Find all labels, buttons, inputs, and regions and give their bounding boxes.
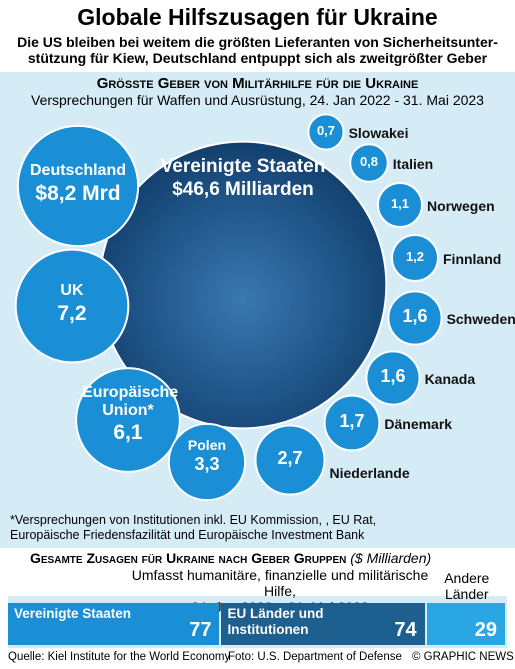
category-label: Europäische Union* <box>82 384 179 419</box>
bar-segment <box>8 603 220 645</box>
bubble <box>387 290 443 346</box>
bubble <box>167 422 247 502</box>
category-label: Slowakei <box>348 125 409 141</box>
credit: © GRAPHIC NEWS <box>412 651 514 663</box>
bubble-label: Europäische Union* 6,1 <box>76 384 180 444</box>
category-label: Vereinigte Staaten <box>160 156 326 177</box>
value-label: 3,3 <box>194 454 220 475</box>
bar-value: 74 <box>394 619 417 641</box>
value-label: 1,6 <box>402 306 428 326</box>
bubble <box>307 113 345 151</box>
bar-segment <box>426 603 505 645</box>
bubble <box>349 143 389 183</box>
value-label: 0,7 <box>316 123 336 138</box>
bubble <box>376 181 424 229</box>
page-subtitle: Die US bleiben bei weitem die größten Li… <box>0 34 515 66</box>
value-label: 7,2 <box>57 301 87 325</box>
bubble <box>365 350 421 406</box>
legend-label: EU Länder und Institutionen <box>227 606 324 637</box>
category-label: Italien <box>392 156 434 172</box>
subtitle-line: stützung für Kiew, Deutschland entpuppt … <box>27 50 488 66</box>
value-label: 0,8 <box>359 154 379 169</box>
subtitle-line: Die US bleiben bei weitem die größten Li… <box>17 34 498 50</box>
bubble-label: Deutschland $8,2 Mrd <box>18 162 138 205</box>
legend-label: Andere Länder <box>444 570 490 602</box>
value-label: 6,1 <box>113 421 143 445</box>
bubble-label: Vereinigte Staaten $46,6 Milliarden <box>100 156 387 201</box>
category-label: Norwegen <box>427 198 495 214</box>
bar-title: Gesamte Zusagen für Ukraine nach Geber G… <box>30 550 347 566</box>
bubble-label: UK 7,2 <box>16 282 129 325</box>
section-subtitle: Versprechungen für Waffen und Ausrüstung… <box>31 92 484 108</box>
value-label: $46,6 Milliarden <box>172 178 314 200</box>
legend-label: Vereinigte Staaten <box>14 606 132 621</box>
category-label: Niederlande <box>329 465 410 481</box>
value-label: 1,6 <box>380 366 406 386</box>
section-title: Größte Geber von Militärhilfe für die Uk… <box>96 75 419 92</box>
bubble <box>254 424 326 496</box>
bar-segment <box>221 603 425 645</box>
category-label: Schweden <box>446 311 515 327</box>
footnote-line: Europäische Friedensfazilität und Europä… <box>10 528 365 542</box>
category-label: Kanada <box>424 371 476 387</box>
bar-value: 29 <box>474 619 497 641</box>
category-label: Dänemark <box>384 416 453 432</box>
value-label: 1,1 <box>390 196 410 211</box>
footnote: *Versprechungen von Institutionen inkl. … <box>10 513 376 543</box>
category-label: UK <box>60 282 84 299</box>
bubble <box>390 233 440 283</box>
bubble <box>75 367 181 473</box>
source: Quelle: Kiel Institute for the World Eco… <box>8 651 231 663</box>
value-label: $8,2 Mrd <box>35 181 121 205</box>
bubble <box>323 394 381 452</box>
bar-subtitle-line: Umfasst humanitäre, finanzielle und mili… <box>131 567 429 599</box>
footnote-line: *Versprechungen von Institutionen inkl. … <box>10 513 377 527</box>
bar-value: 77 <box>189 619 212 641</box>
photo-credit: Foto: U.S. Department of Defense <box>228 651 402 663</box>
value-label: 1,2 <box>405 249 425 264</box>
value-label: 1,7 <box>339 411 365 431</box>
bar-unit: ($ Milliarden) <box>350 550 432 566</box>
category-label: Deutschland <box>29 162 126 179</box>
bubble <box>14 248 130 364</box>
bubble-label: Polen 3,3 <box>169 437 245 475</box>
category-label: Polen <box>187 437 227 453</box>
value-label: 2,7 <box>277 448 303 468</box>
bubble <box>16 124 140 248</box>
category-label: Finnland <box>443 251 502 267</box>
bar-heading: Gesamte Zusagen für Ukraine nach Geber G… <box>30 550 510 566</box>
page-title: Globale Hilfszusagen für Ukraine <box>77 4 438 30</box>
